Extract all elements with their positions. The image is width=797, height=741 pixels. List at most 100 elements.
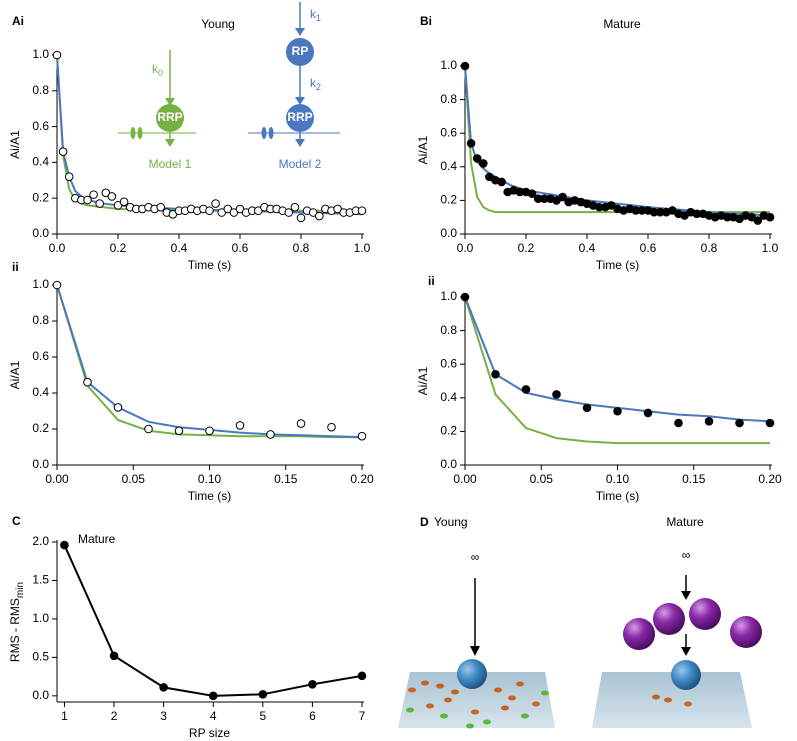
data-point <box>460 61 470 71</box>
channel <box>444 697 452 703</box>
y-axis-label-sub: min <box>15 582 26 598</box>
annotation: Mature <box>78 532 116 546</box>
y-axis-label: Ai/A1 <box>8 130 22 159</box>
data-point <box>211 199 220 208</box>
data-point <box>357 671 367 681</box>
y-tick-label: 0.8 <box>32 313 49 327</box>
chart-panel: 0.0 0.5 1.0 1.5 2.0 1 2 3 4 5 6 7 RP size RMS - RMSmi… <box>8 514 367 740</box>
y-tick-label: 0.2 <box>440 193 457 207</box>
y-tick-label: 0.5 <box>32 650 49 664</box>
panel-label: D <box>420 515 429 529</box>
channel <box>508 695 516 701</box>
x-tick-label: 1.0 <box>354 241 371 255</box>
reserve-vesicle <box>730 616 762 648</box>
y-tick-label: 0.8 <box>440 323 457 337</box>
channel <box>261 127 267 139</box>
arrowhead <box>295 97 305 105</box>
pool-circle <box>156 104 184 132</box>
y-axis-label: Ai/A1 <box>416 135 430 164</box>
pool-circle <box>286 104 314 132</box>
x-tick-label: 2 <box>111 709 118 723</box>
panel-label: ii <box>12 260 19 274</box>
channel <box>501 705 509 711</box>
diagram-title: Mature <box>666 515 704 529</box>
data-point <box>674 418 683 428</box>
rate-label: k1 <box>310 7 321 23</box>
channel <box>268 127 274 139</box>
rate-label: k2 <box>310 76 321 92</box>
channel <box>541 690 549 696</box>
y-axis-label: Ai/A1 <box>8 360 22 389</box>
data-point <box>205 206 214 216</box>
data-point <box>284 208 294 217</box>
vesicle <box>671 660 701 690</box>
channel <box>421 680 429 686</box>
reserve-circle <box>286 38 314 66</box>
y-tick-label: 0.8 <box>32 83 49 97</box>
y-axis-label: Ai/A1 <box>416 366 430 395</box>
data-point <box>704 417 714 426</box>
x-tick-label: 0.15 <box>682 472 706 486</box>
data-point <box>205 426 214 436</box>
x-tick-label: 0.6 <box>640 241 657 255</box>
x-tick-label: 5 <box>259 709 266 723</box>
channel <box>471 709 479 715</box>
data-point <box>60 540 69 550</box>
y-tick-label: 0.6 <box>440 125 457 139</box>
channel <box>652 694 660 700</box>
x-tick-label: 1.0 <box>762 241 779 255</box>
model-label: Model 2 <box>279 157 322 171</box>
data-point <box>491 369 500 379</box>
y-tick-label: 0.0 <box>32 688 49 702</box>
x-axis-label: Time (s) <box>596 258 640 272</box>
data-point <box>613 406 622 416</box>
data-point <box>159 683 168 692</box>
data-point <box>643 408 653 418</box>
data-point <box>527 189 537 198</box>
x-axis-label: RP size <box>189 726 230 740</box>
chart-title: Young <box>201 17 235 31</box>
reserve-vesicle <box>689 598 721 630</box>
channel <box>466 723 474 729</box>
arrowhead <box>470 646 480 656</box>
data-point <box>235 421 245 430</box>
model-schemes: k0 RRP Model 1 k1 RP k2 RRP Model 2 <box>118 2 340 171</box>
data-point <box>266 430 275 439</box>
data-point <box>472 154 482 163</box>
data-point <box>58 147 68 156</box>
x-tick-label: 0.00 <box>453 472 477 486</box>
x-tick-label: 0.20 <box>758 472 782 486</box>
data-point <box>315 211 324 221</box>
channel <box>483 719 491 725</box>
data-point <box>765 418 775 428</box>
y-tick-label: 0.0 <box>440 457 457 471</box>
data-point <box>119 197 129 207</box>
x-tick-label: 0.2 <box>518 241 535 255</box>
y-tick-label: 0.0 <box>32 457 49 471</box>
channel <box>406 707 414 713</box>
y-tick-label: 0.2 <box>32 421 49 435</box>
y-tick-label: 0.6 <box>32 119 49 133</box>
channel <box>436 683 444 689</box>
series-line <box>63 544 363 697</box>
data-point <box>107 192 117 201</box>
data-point <box>357 431 367 441</box>
series-line <box>464 296 770 445</box>
channels <box>406 680 549 729</box>
reserve-vesicle <box>623 618 655 650</box>
y-tick-label: 0.2 <box>32 190 49 204</box>
rate: k <box>310 76 317 90</box>
channel <box>494 687 502 693</box>
diagram-d: D Young Mature ∞ ∞ <box>398 515 762 729</box>
x-tick-label: 0.2 <box>110 241 127 255</box>
rate: k <box>310 7 317 21</box>
x-tick-label: 0.20 <box>350 472 374 486</box>
arrowhead <box>165 139 175 147</box>
x-tick-label: 3 <box>160 709 167 723</box>
data-point <box>460 292 470 302</box>
y-tick-label: 0.4 <box>440 159 457 173</box>
panel-label: C <box>12 514 21 528</box>
chart-panel: 0.0 0.2 0.4 0.6 0.8 1.0 0.00 0.05 0.10 0.15 0.20 Ti… <box>8 260 374 503</box>
data-point <box>95 199 104 208</box>
